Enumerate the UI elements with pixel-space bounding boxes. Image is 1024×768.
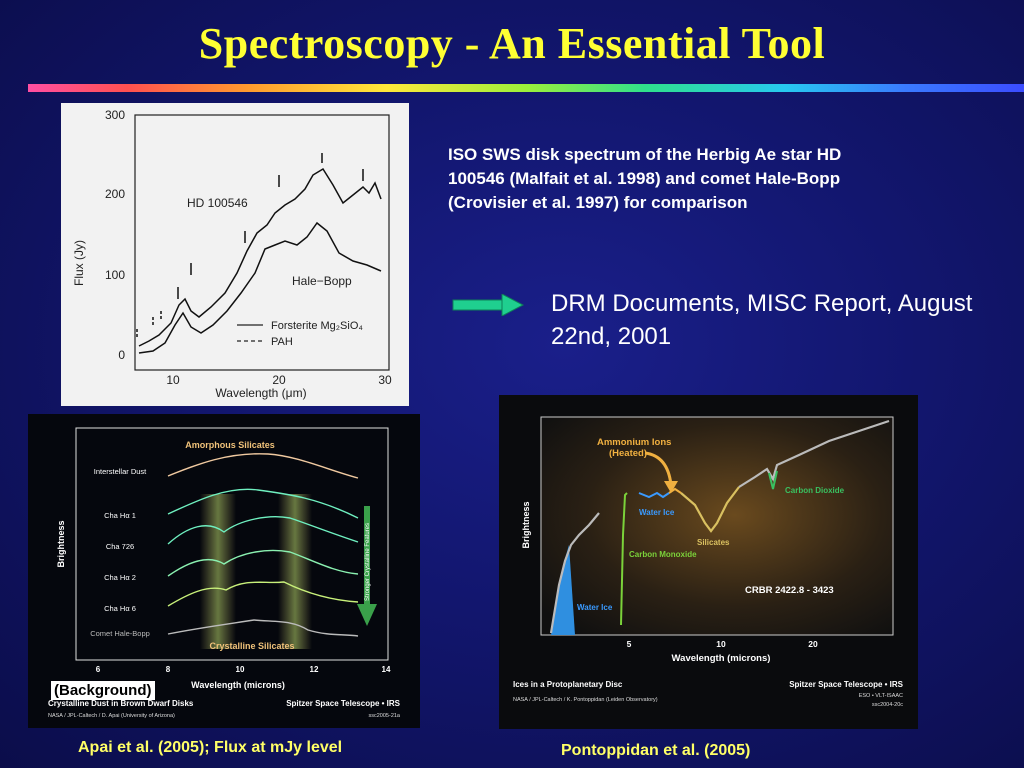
feature-markers bbox=[136, 153, 364, 339]
water-ice-label-lower: Water Ice bbox=[577, 603, 613, 612]
carbon-monoxide-label: Carbon Monoxide bbox=[629, 550, 697, 559]
iso-caption: ISO SWS disk spectrum of the Herbig Ae s… bbox=[448, 145, 842, 212]
row-hale-bopp: Comet Hale-Bopp bbox=[90, 629, 150, 638]
apai-x-tick-8: 8 bbox=[166, 665, 171, 674]
pontoppidan-ylabel: Brightness bbox=[521, 501, 531, 548]
pontoppidan-caption: Pontoppidan et al. (2005) bbox=[561, 742, 751, 759]
pont-x-tick-20: 20 bbox=[808, 639, 818, 649]
apai-caption: Apai et al. (2005); Flux at mJy level bbox=[78, 739, 343, 756]
background-tag: (Background) bbox=[51, 681, 155, 700]
x-tick-30: 30 bbox=[378, 373, 392, 387]
apai-footer-credit: NASA / JPL-Caltech / D. Apai (University… bbox=[48, 713, 175, 719]
water-ice-label-upper: Water Ice bbox=[639, 508, 675, 517]
legend-pah: PAH bbox=[271, 336, 293, 348]
apai-footer-id: ssc2005-21a bbox=[369, 713, 401, 719]
carbon-dioxide-label: Carbon Dioxide bbox=[785, 486, 845, 495]
pont-footer-telescope: Spitzer Space Telescope • IRS bbox=[789, 680, 903, 689]
pont-footer-eso: ESO • VLT-ISAAC bbox=[859, 693, 903, 699]
apai-plot: Amorphous Silicates Crystalline Silicate… bbox=[48, 427, 401, 719]
right-arrow-icon bbox=[452, 294, 524, 316]
crystalline-label: Crystalline Silicates bbox=[209, 641, 294, 651]
object-id-label: CRBR 2422.8 - 3423 bbox=[745, 585, 834, 596]
pontoppidan-figure: Ammonium Ions (Heated) Water Ice Carbon … bbox=[499, 395, 918, 729]
x-tick-20: 20 bbox=[272, 373, 286, 387]
continuum-curve bbox=[549, 512, 600, 634]
rising-curve bbox=[738, 419, 890, 488]
apai-x-tick-6: 6 bbox=[96, 665, 101, 674]
water-ice-curve bbox=[638, 491, 670, 499]
apai-figure: Amorphous Silicates Crystalline Silicate… bbox=[28, 414, 420, 728]
x-tick-10: 10 bbox=[166, 373, 180, 387]
hd100546-curve bbox=[138, 167, 382, 347]
silicates-label: Silicates bbox=[697, 538, 730, 547]
row-cha-ha1: Cha Hα 1 bbox=[104, 511, 136, 520]
apai-ylabel: Brightness bbox=[56, 520, 66, 567]
pont-x-tick-5: 5 bbox=[627, 639, 632, 649]
y-tick-100: 100 bbox=[105, 268, 125, 282]
label-hale-bopp: Hale−Bopp bbox=[292, 274, 352, 288]
pont-x-tick-10: 10 bbox=[716, 639, 726, 649]
slide-title: Spectroscopy - An Essential Tool bbox=[198, 19, 826, 68]
iso-xlabel: Wavelength (μm) bbox=[215, 386, 306, 400]
iso-ylabel: Flux (Jy) bbox=[72, 240, 86, 286]
drm-reference: DRM Documents, MISC Report, August 22nd,… bbox=[551, 290, 973, 350]
hale-bopp-curve bbox=[138, 221, 382, 354]
legend-forsterite: Forsterite Mg₂SiO₄ bbox=[271, 320, 363, 332]
iso-spectrum-plot: 300 200 100 0 10 20 30 Flux (Jy) Wavelen… bbox=[72, 108, 392, 400]
pont-footer-credit: NASA / JPL-Caltech / K. Pontoppidan (Lei… bbox=[513, 697, 658, 703]
amorphous-label: Amorphous Silicates bbox=[185, 440, 275, 450]
y-tick-0: 0 bbox=[118, 348, 125, 362]
pontoppidan-plot: Ammonium Ions (Heated) Water Ice Carbon … bbox=[513, 416, 904, 708]
pont-footer-title: Ices in a Protoplanetary Disc bbox=[513, 680, 623, 689]
apai-x-tick-14: 14 bbox=[382, 665, 391, 674]
row-interstellar: Interstellar Dust bbox=[94, 467, 147, 476]
y-tick-200: 200 bbox=[105, 187, 125, 201]
apai-spectra bbox=[167, 453, 359, 637]
apai-x-tick-10: 10 bbox=[236, 665, 245, 674]
pont-footer-id: ssc2004-20c bbox=[872, 702, 903, 708]
row-cha-ha2: Cha Hα 2 bbox=[104, 573, 136, 582]
row-labels: Interstellar Dust Cha Hα 1 Cha 726 Cha H… bbox=[90, 467, 150, 638]
row-cha-ha6: Cha Hα 6 bbox=[104, 604, 136, 613]
apai-xlabel: Wavelength (microns) bbox=[191, 680, 285, 690]
pontoppidan-xlabel: Wavelength (microns) bbox=[672, 653, 771, 664]
silicates-curve bbox=[680, 486, 740, 533]
carbon-monoxide-line bbox=[620, 492, 628, 626]
y-tick-300: 300 bbox=[105, 108, 125, 122]
heated-label: (Heated) bbox=[609, 448, 647, 459]
apai-footer-title: Crystalline Dust in Brown Dwarf Disks bbox=[48, 699, 194, 708]
row-cha726: Cha 726 bbox=[106, 542, 134, 551]
label-hd100546: HD 100546 bbox=[187, 196, 248, 210]
iso-spectrum-figure: 300 200 100 0 10 20 30 Flux (Jy) Wavelen… bbox=[61, 103, 409, 406]
water-ice-band bbox=[551, 545, 575, 635]
apai-footer-telescope: Spitzer Space Telescope • IRS bbox=[286, 699, 400, 708]
ammonium-label: Ammonium Ions bbox=[597, 437, 671, 448]
crystalline-arrow-label: Stronger Crystalline Features bbox=[365, 523, 371, 601]
co2-dip bbox=[768, 470, 778, 490]
apai-x-tick-12: 12 bbox=[310, 665, 319, 674]
rainbow-divider bbox=[28, 84, 1024, 92]
